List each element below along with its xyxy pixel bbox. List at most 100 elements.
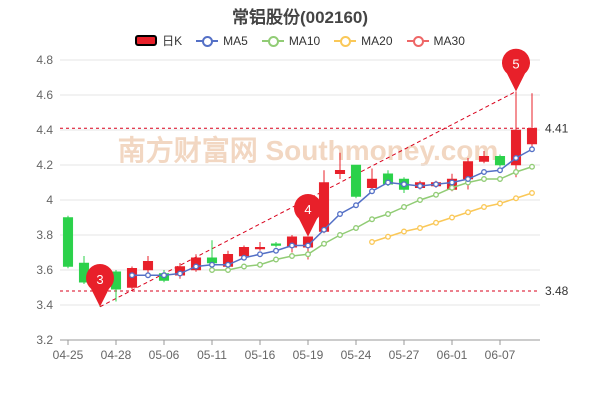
candle-body: [510, 129, 522, 166]
candle-body: [270, 243, 282, 246]
legend-label-ma20: MA20: [361, 33, 393, 48]
ma10-point: [353, 225, 359, 231]
candle-body: [334, 170, 346, 174]
ma20-point: [433, 219, 439, 226]
ma5-point: [497, 167, 503, 174]
legend-item-ma10[interactable]: MA10: [261, 33, 321, 48]
ma5-point: [513, 155, 519, 161]
ma10-point: [369, 216, 375, 223]
y-tick-label: 3.2: [36, 333, 53, 347]
ma20-point: [401, 228, 407, 235]
legend-item-dayk[interactable]: 日K: [135, 32, 182, 49]
ma10-point: [321, 240, 327, 247]
ma20-point: [385, 233, 391, 240]
ma5-point: [529, 146, 535, 153]
y-tick-label: 4.8: [36, 53, 53, 67]
ma10-point: [337, 232, 343, 238]
chart-title: 常铝股份(002160): [231, 8, 369, 27]
y-tick-label: 3.6: [36, 263, 53, 277]
legend-item-ma30[interactable]: MA30: [406, 33, 465, 48]
ma5-point: [225, 261, 231, 268]
ma10-point: [289, 253, 295, 259]
x-tick-label: 06-07: [485, 348, 516, 362]
x-tick-label: 05-16: [245, 348, 276, 362]
legend-swatch-ma20: [334, 35, 357, 47]
ma5-point: [353, 202, 359, 209]
candle-body: [494, 156, 506, 166]
pin-marker: [502, 48, 530, 92]
legend-label-ma30: MA30: [433, 33, 465, 48]
reference-line-label: 4.41: [545, 121, 569, 135]
ma5-point: [321, 226, 327, 233]
ma20-point: [513, 195, 519, 202]
x-tick-label: 06-01: [437, 348, 468, 362]
ma10-point: [305, 251, 311, 258]
y-tick-label: 4: [46, 193, 53, 207]
ma20-point: [449, 214, 455, 221]
x-tick-label: 04-25: [53, 348, 84, 362]
ma5-point: [417, 183, 423, 189]
ma5-point: [145, 272, 151, 279]
ma5-point: [129, 272, 135, 279]
ma5-point: [433, 181, 439, 188]
ma5-point: [177, 270, 183, 277]
ma5-point: [241, 254, 247, 261]
y-tick-label: 4.2: [36, 158, 53, 172]
ma10-point: [449, 184, 455, 191]
x-tick-label: 05-11: [197, 348, 227, 362]
legend-swatch-ma30: [406, 35, 429, 47]
candle-body: [478, 156, 490, 162]
ma5-point: [369, 188, 375, 195]
ma20-point: [497, 200, 503, 207]
legend-swatch-ma5: [196, 35, 219, 47]
ma5-point: [273, 247, 279, 254]
ma20-point: [369, 239, 375, 245]
legend-label-ma10: MA10: [288, 33, 321, 48]
legend-item-ma5[interactable]: MA5: [196, 34, 248, 48]
x-tick-label: 05-24: [341, 348, 372, 362]
candle-body: [142, 261, 154, 271]
ma5-point: [401, 181, 407, 188]
ma5-point: [193, 263, 199, 270]
ma10-point: [481, 176, 487, 182]
pin-marker-label: 3: [96, 272, 103, 287]
ma5-point: [161, 272, 167, 279]
y-tick-label: 3.8: [36, 228, 53, 242]
ma10-point: [529, 163, 535, 170]
ma10-point: [225, 267, 231, 273]
ma5-point: [385, 179, 391, 186]
ma10-point: [513, 169, 519, 175]
x-tick-label: 05-06: [149, 348, 180, 362]
candle-body: [62, 217, 74, 267]
ma10-point: [241, 263, 247, 270]
legend-label-ma5: MA5: [223, 33, 248, 48]
candle-body: [366, 178, 378, 188]
ma5-point: [465, 176, 471, 182]
y-tick-label: 4.6: [36, 88, 53, 102]
y-tick-label: 3.4: [36, 298, 53, 312]
pin-marker-label: 5: [512, 57, 519, 72]
ma20-point: [529, 190, 535, 196]
ma20-point: [481, 204, 487, 210]
legend-item-ma20[interactable]: MA20: [334, 33, 393, 48]
ma5-point: [289, 242, 295, 249]
reference-line-label: 3.48: [545, 284, 569, 298]
ma10-point: [209, 267, 215, 273]
ma10-point: [433, 191, 439, 198]
candle-body: [238, 247, 250, 257]
pin-marker: [86, 264, 115, 307]
ma10-point: [417, 197, 423, 203]
ma10-point: [257, 261, 263, 268]
ma5-point: [337, 211, 343, 217]
ma20-point: [417, 225, 423, 231]
candle-body: [526, 128, 538, 145]
x-tick-label: 05-27: [389, 348, 420, 362]
ma20-point: [465, 209, 471, 216]
chart-legend: 日K MA5 MA10 MA20 MA30: [0, 32, 600, 49]
ma5-point: [257, 251, 263, 258]
legend-swatch-ma10: [261, 35, 284, 47]
x-tick-label: 04-28: [101, 348, 132, 362]
legend-swatch-dayk: [135, 35, 158, 46]
candle-body: [254, 247, 266, 250]
